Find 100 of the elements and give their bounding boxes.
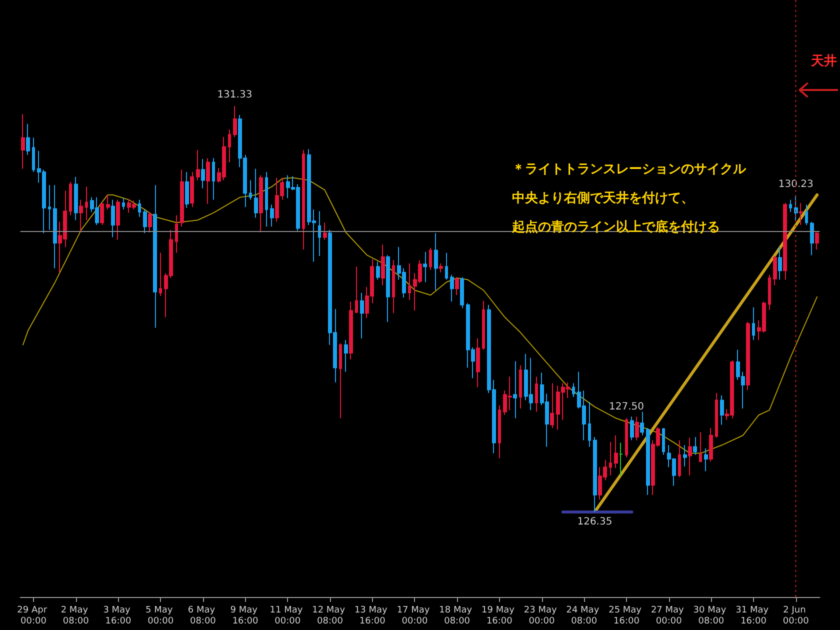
candlestick — [185, 172, 189, 208]
candlestick — [715, 392, 718, 438]
x-tick-label: 24 May 08:00 — [566, 606, 602, 626]
x-tick-label: 25 May 16:00 — [608, 606, 644, 626]
candlestick — [349, 301, 353, 360]
candlestick — [175, 214, 178, 254]
candlestick — [476, 338, 480, 388]
candlestick — [116, 199, 120, 240]
candlestick — [138, 199, 141, 218]
candlestick — [773, 256, 777, 286]
candlestick — [815, 232, 819, 250]
candlestick — [148, 211, 152, 233]
candlestick — [460, 276, 464, 309]
candlestick — [106, 194, 110, 210]
x-tick-label: 19 May 16:00 — [482, 606, 518, 626]
annotation: 131.33 — [217, 90, 252, 100]
text: 天井 — [810, 54, 837, 69]
candlestick — [408, 262, 411, 301]
candlestick — [360, 292, 364, 339]
x-tick-label: 29 Apr 00:00 — [17, 606, 50, 626]
candlestick — [434, 232, 438, 291]
candlestick — [550, 382, 554, 429]
candlestick — [752, 306, 755, 340]
x-tick-label: 27 May 00:00 — [650, 606, 687, 626]
x-tick-label: 5 May 00:00 — [146, 606, 176, 626]
x-tick-label: 2 May 08:00 — [60, 606, 91, 626]
candlestick — [439, 262, 443, 273]
candlestick — [678, 440, 681, 478]
x-tick-label: 12 May 08:00 — [312, 606, 348, 626]
x-tick-label: 6 May 08:00 — [188, 606, 218, 626]
candlestick — [609, 441, 612, 476]
x-tick-label: 13 May 16:00 — [354, 606, 390, 626]
annotation: 126.35 — [577, 516, 612, 528]
candlestick — [746, 322, 750, 390]
candlestick — [376, 261, 380, 280]
candlestick — [588, 401, 591, 448]
candlestick — [720, 394, 724, 426]
candlestick — [143, 209, 147, 234]
candlestick — [69, 181, 72, 216]
candlestick — [498, 404, 501, 459]
candlestick — [709, 428, 713, 462]
candlestick — [392, 260, 395, 314]
candlestick — [662, 428, 665, 456]
candlestick — [619, 442, 623, 477]
candlestick — [778, 246, 782, 280]
candlestick — [254, 168, 258, 218]
x-tick-label: 11 May 00:00 — [270, 606, 306, 626]
candlestick — [26, 123, 30, 156]
candlestick — [789, 199, 792, 212]
candlestick — [339, 342, 342, 419]
x-tick-label: 31 May 16:00 — [736, 606, 772, 626]
candlestick — [48, 184, 51, 230]
x-tick-label: 18 May 08:00 — [439, 606, 475, 626]
candlestick — [423, 251, 427, 283]
candlestick — [190, 172, 194, 208]
candlestick — [32, 137, 35, 173]
candlestick — [625, 418, 628, 458]
candlestick — [593, 436, 597, 512]
candlestick — [344, 339, 348, 372]
candlestick — [85, 186, 88, 221]
candlestick — [111, 199, 115, 238]
candlestick — [212, 158, 215, 200]
candlestick — [635, 416, 639, 441]
candlestick — [323, 222, 327, 240]
candlestick — [445, 252, 448, 280]
x-tick-label: 3 May 16:00 — [103, 606, 134, 626]
candlestick — [455, 276, 459, 296]
candlestick — [318, 210, 321, 257]
candlestick — [630, 416, 634, 441]
candlestick — [249, 180, 252, 200]
x-tick-label: 2 Jun 00:00 — [782, 606, 810, 626]
x-tick-label: 23 May 00:00 — [524, 606, 560, 626]
candlestick — [265, 172, 268, 228]
candlestick — [355, 266, 358, 314]
candlestick — [233, 106, 237, 138]
candlestick — [386, 254, 390, 323]
candlestick — [201, 158, 205, 189]
candlestick — [699, 432, 702, 463]
candlestick — [122, 198, 125, 210]
annotation: 130.23 — [778, 179, 814, 190]
candlestick — [519, 364, 522, 409]
annotation: 127.50 — [608, 402, 644, 413]
candlestick — [429, 247, 432, 270]
candlestick — [53, 184, 57, 269]
candlestick — [180, 169, 184, 228]
candlestick — [302, 150, 305, 250]
annotation: 起点の青のライン以上で底を付ける — [511, 219, 720, 235]
candlestick — [683, 444, 687, 467]
annotation: ＊ライトトランスレーションのサイクル — [512, 162, 747, 177]
candlestick — [646, 428, 650, 496]
candlestick — [693, 436, 697, 456]
candlestick — [640, 411, 644, 436]
x-tick-label: 17 May 00:00 — [396, 606, 433, 626]
candlestick — [805, 204, 808, 226]
candlestick — [196, 150, 200, 181]
annotation: 中央より右側で天井を付けて、 — [512, 191, 694, 206]
candlestick — [535, 376, 538, 412]
candlestick — [228, 129, 231, 163]
candlestick — [799, 202, 803, 226]
candlestick — [704, 448, 708, 472]
